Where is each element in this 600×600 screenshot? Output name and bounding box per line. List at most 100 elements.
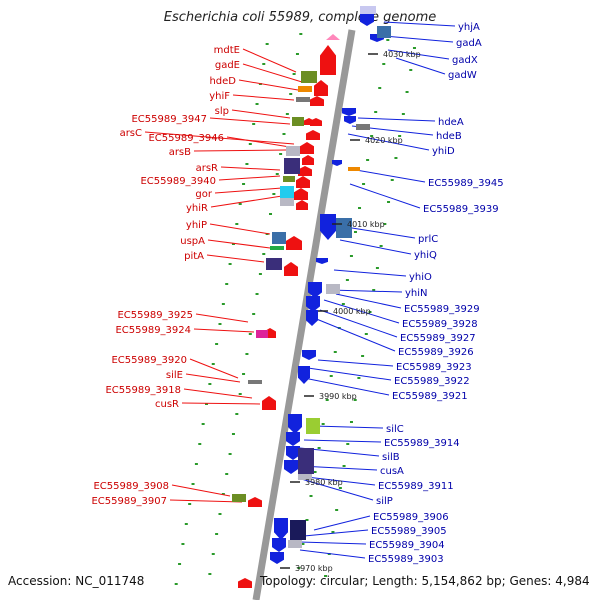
gene-connector xyxy=(231,109,291,119)
gene-connector xyxy=(209,117,291,125)
tick-mark xyxy=(218,323,222,325)
tick-mark xyxy=(299,33,303,35)
tick-mark xyxy=(378,87,382,89)
gene-label-right: EC55989_3914 xyxy=(384,438,460,449)
gene-connector xyxy=(189,358,239,379)
gene-connector xyxy=(210,195,283,208)
tick-mark xyxy=(285,113,289,115)
reverse-gene-arrow xyxy=(306,296,320,312)
forward-gene-arrow xyxy=(294,188,308,200)
gene-connector xyxy=(193,149,287,152)
reverse-gene-arrow xyxy=(298,366,310,384)
feature-box xyxy=(272,232,286,244)
forward-gene-arrow xyxy=(320,45,336,75)
gene-label-right: hdeA xyxy=(438,117,464,128)
gene-connector xyxy=(209,223,271,235)
gene-label-right: EC55989_3922 xyxy=(394,376,470,387)
tick-mark xyxy=(211,553,215,555)
gene-connector xyxy=(242,63,303,83)
tick-mark xyxy=(262,253,266,255)
reverse-gene-arrow xyxy=(288,414,302,434)
rna-feature-box xyxy=(348,167,360,171)
gene-label-left: arsC xyxy=(120,128,142,139)
forward-gene-arrow xyxy=(262,396,276,410)
gene-label-left: arsB xyxy=(169,147,191,158)
kbp-marker-label: 4030 kbp xyxy=(383,50,421,59)
forward-gene-arrow xyxy=(314,80,328,96)
forward-gene-arrow xyxy=(248,497,262,507)
tick-mark xyxy=(387,201,391,203)
gene-label-left: yhiF xyxy=(209,91,230,102)
gene-connector xyxy=(144,131,295,145)
kbp-marker-label: 4020 kbp xyxy=(365,136,403,145)
gene-connector xyxy=(349,183,421,209)
reverse-gene-arrow xyxy=(316,258,328,264)
tick-mark xyxy=(238,393,242,395)
gene-label-left: EC55989_3940 xyxy=(140,176,216,187)
tick-mark xyxy=(265,43,269,45)
gene-connector xyxy=(207,239,271,249)
tick-mark xyxy=(245,353,249,355)
gene-connector xyxy=(339,239,412,255)
tick-mark xyxy=(321,423,325,425)
tick-mark xyxy=(252,123,256,125)
tick-mark xyxy=(390,179,394,181)
gene-connector xyxy=(218,175,281,181)
tick-mark xyxy=(305,519,309,521)
gene-connector xyxy=(242,48,297,73)
gene-label-right: prlC xyxy=(418,234,438,245)
gene-connector xyxy=(355,169,426,183)
gene-connector xyxy=(171,484,231,497)
tick-mark xyxy=(317,447,321,449)
gene-label-left: silE xyxy=(166,370,183,381)
tick-mark xyxy=(345,279,349,281)
tick-mark xyxy=(238,203,242,205)
gene-connector xyxy=(181,402,261,405)
gene-label-right: EC55989_3945 xyxy=(428,178,504,189)
gene-label-left: mdtE xyxy=(214,45,240,56)
tick-mark xyxy=(412,47,416,49)
tick-mark xyxy=(242,373,246,375)
tick-mark xyxy=(353,231,357,233)
pseudo-gene-box xyxy=(248,380,262,384)
gene-label-left: EC55989_3947 xyxy=(131,114,207,125)
rna-feature-box xyxy=(232,494,246,502)
feature-box xyxy=(256,330,268,338)
pseudo-gene-box xyxy=(286,146,300,156)
gene-connector xyxy=(195,313,249,323)
gene-connector xyxy=(387,49,450,60)
gene-label-right: yhjA xyxy=(458,22,480,33)
tick-mark xyxy=(409,69,413,71)
tick-mark xyxy=(252,313,256,315)
tick-mark xyxy=(382,63,386,65)
kbp-marker-label: 4010 kbp xyxy=(347,220,385,229)
gene-label-left: hdeD xyxy=(209,76,236,87)
gene-connector xyxy=(335,293,402,309)
gene-label-left: EC55989_3918 xyxy=(105,385,181,396)
gene-label-left: gadE xyxy=(215,60,240,71)
tick-mark xyxy=(198,443,202,445)
pseudo-gene-box xyxy=(280,198,294,206)
gene-connector xyxy=(297,477,374,501)
gene-label-right: silC xyxy=(386,424,404,435)
gene-label-left: EC55989_3924 xyxy=(115,325,191,336)
gene-label-right: hdeB xyxy=(436,131,462,142)
tick-mark xyxy=(386,39,390,41)
reverse-gene-arrow xyxy=(306,310,318,326)
gene-connector xyxy=(299,541,367,545)
tick-mark xyxy=(231,433,235,435)
gene-connector xyxy=(220,166,281,171)
tick-mark xyxy=(346,443,350,445)
tick-mark xyxy=(301,543,305,545)
gene-label-left: yhiP xyxy=(186,220,207,231)
gene-connector xyxy=(214,187,283,194)
gene-label-right: EC55989_3927 xyxy=(400,333,476,344)
forward-gene-arrow xyxy=(296,176,310,188)
gene-label-left: EC55989_3920 xyxy=(111,355,187,366)
tick-mark xyxy=(383,223,387,225)
gene-label-left: EC55989_3907 xyxy=(91,496,167,507)
gene-connector xyxy=(323,299,400,324)
gene-connector xyxy=(333,269,407,277)
gene-label-left: uspA xyxy=(180,236,205,247)
